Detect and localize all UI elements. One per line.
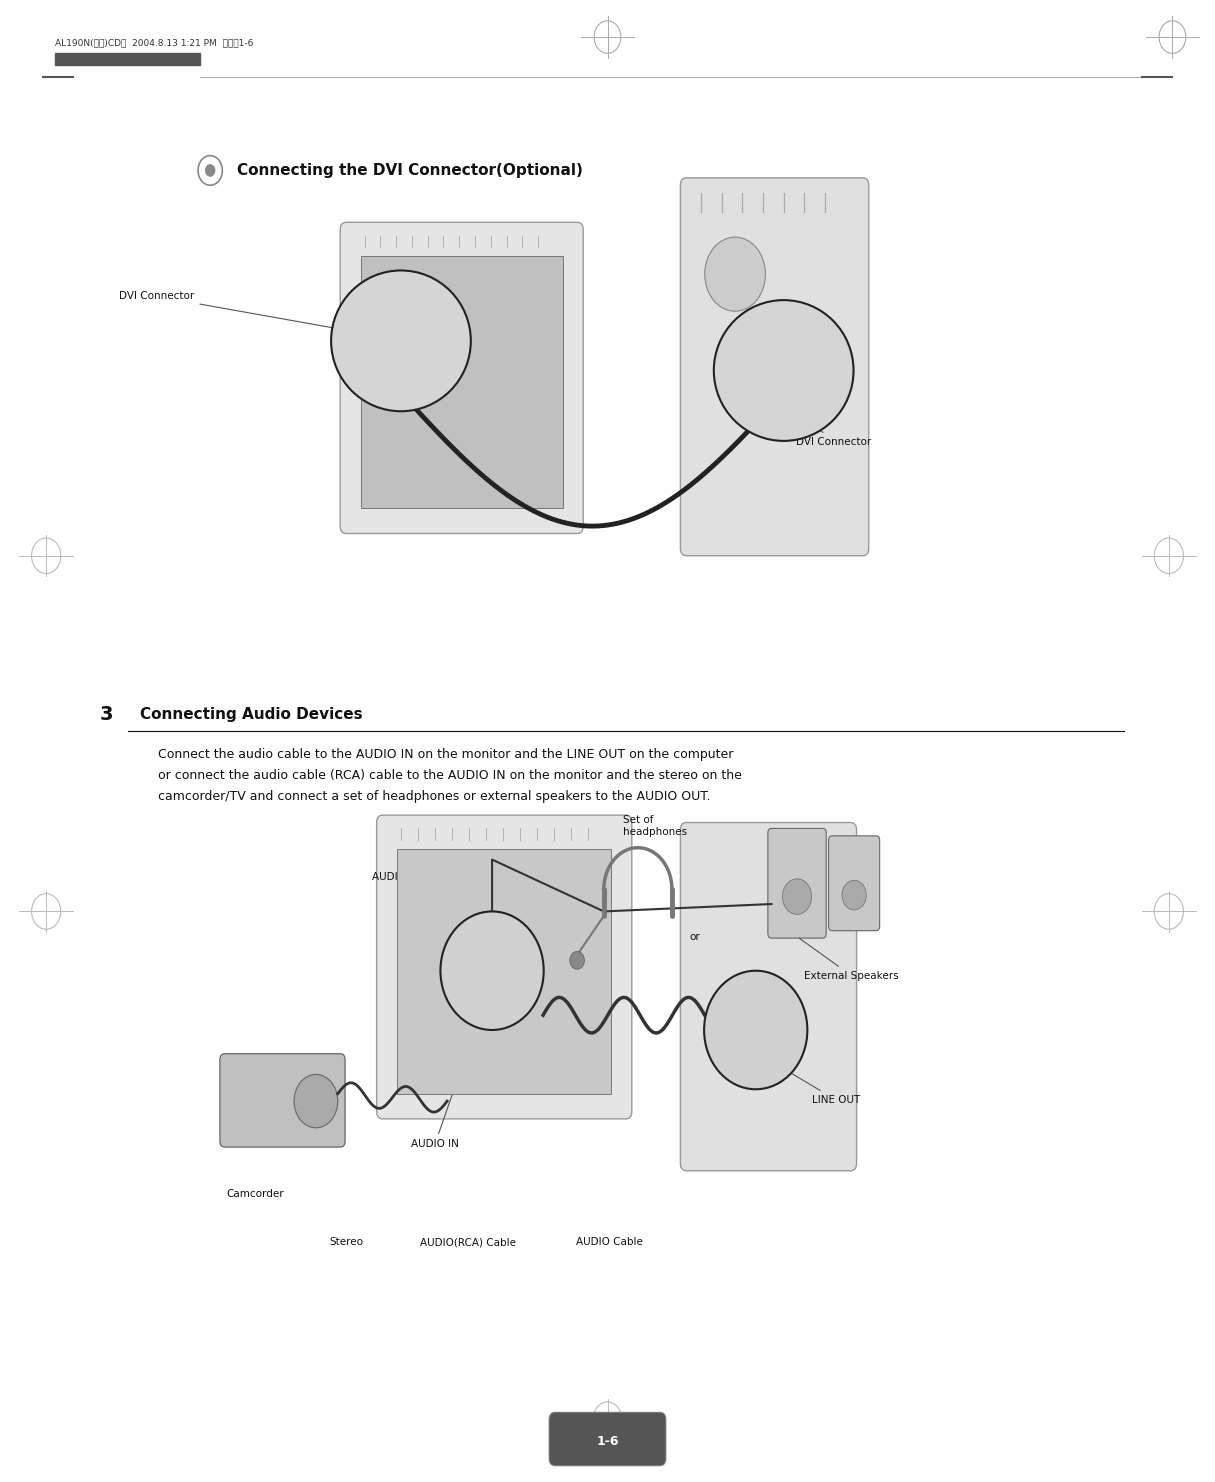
Text: Connecting Audio Devices: Connecting Audio Devices <box>140 707 362 722</box>
Bar <box>397 849 611 1094</box>
Text: 3: 3 <box>100 705 113 723</box>
Text: AUDIO OUT: AUDIO OUT <box>372 873 490 910</box>
Bar <box>55 53 200 65</box>
Text: DVI Connector: DVI Connector <box>796 409 871 448</box>
Ellipse shape <box>703 971 808 1089</box>
FancyBboxPatch shape <box>340 222 583 534</box>
FancyBboxPatch shape <box>549 1412 666 1466</box>
FancyBboxPatch shape <box>768 828 826 938</box>
Text: Connect the audio cable to the AUDIO IN on the monitor and the LINE OUT on the c: Connect the audio cable to the AUDIO IN … <box>158 748 742 803</box>
FancyBboxPatch shape <box>680 823 857 1171</box>
Text: or: or <box>690 932 700 941</box>
FancyBboxPatch shape <box>680 178 869 556</box>
Ellipse shape <box>714 299 853 442</box>
Text: Camcorder: Camcorder <box>226 1189 283 1199</box>
Text: AL190N(영어)CD용  2004.8.13 1:21 PM  페이지1-6: AL190N(영어)CD용 2004.8.13 1:21 PM 페이지1-6 <box>55 39 253 47</box>
Text: AUDIO IN: AUDIO IN <box>411 1018 479 1149</box>
Circle shape <box>570 951 584 969</box>
Bar <box>361 256 563 508</box>
Text: 1-6: 1-6 <box>597 1436 618 1448</box>
Ellipse shape <box>440 911 544 1030</box>
Text: AUDIO(RCA) Cable: AUDIO(RCA) Cable <box>419 1237 516 1248</box>
Circle shape <box>842 880 866 910</box>
Text: Connecting the DVI Connector(Optional): Connecting the DVI Connector(Optional) <box>237 163 583 178</box>
Text: DVI Cable: DVI Cable <box>473 470 524 480</box>
Text: Set of
headphones: Set of headphones <box>623 815 688 837</box>
Circle shape <box>294 1074 338 1128</box>
Text: DVI Connector: DVI Connector <box>119 292 362 333</box>
Text: AUDIO Cable: AUDIO Cable <box>576 1237 644 1248</box>
FancyBboxPatch shape <box>377 815 632 1119</box>
FancyBboxPatch shape <box>829 836 880 931</box>
Ellipse shape <box>330 270 471 411</box>
Text: LINE OUT: LINE OUT <box>758 1054 860 1104</box>
Circle shape <box>782 879 812 914</box>
FancyBboxPatch shape <box>220 1054 345 1147</box>
Circle shape <box>205 165 215 176</box>
Circle shape <box>705 237 765 311</box>
Text: Stereo: Stereo <box>329 1237 363 1248</box>
Text: External Speakers: External Speakers <box>799 938 899 981</box>
